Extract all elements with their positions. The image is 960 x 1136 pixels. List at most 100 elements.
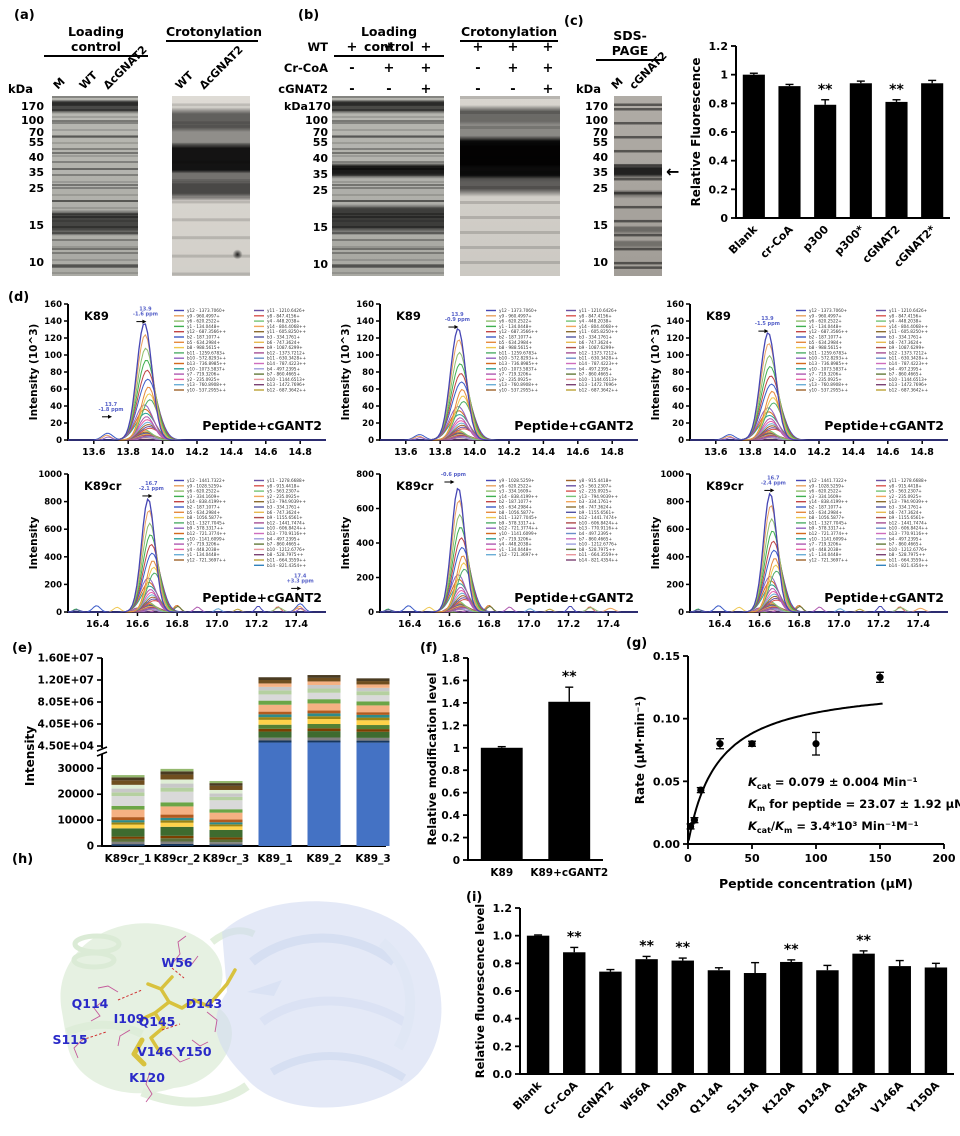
legend-entry: y2 - 235.0925+ [579, 489, 612, 494]
annotation-segment: K [748, 797, 758, 811]
chromatogram-k89-rep2: 0 20 40 60 80 100 120 140 160 13.6 13.8 14.0 14.2 14.… [338, 296, 644, 470]
site-title: K89 [396, 309, 421, 323]
b-cr-sym: + [542, 61, 554, 76]
bar-p300* [849, 83, 872, 218]
x-category-label: I109A [655, 1079, 690, 1114]
y-tick-label: 1000 [660, 470, 684, 480]
legend-entry: y3 - 334.1609+ [499, 489, 532, 494]
k89-blue-bar [258, 746, 292, 846]
stack-seg [160, 826, 194, 836]
stack-seg [209, 812, 243, 820]
axis-break [96, 746, 108, 752]
legend-entry: b3 - 334.1761+ [889, 335, 922, 340]
y-tick-label: 160 [666, 300, 684, 310]
lane-a1-M-text: M [50, 75, 68, 92]
x-tick-label: 13.6 [704, 447, 728, 458]
stack-seg [209, 793, 243, 797]
b-lc-sym: - [349, 61, 355, 76]
bar-p300 [814, 104, 837, 218]
legend-entry: b13 - 770.9116++ [267, 531, 307, 536]
panel-e-label: (e) [12, 641, 33, 656]
sample-label: Peptide+cGANT2 [202, 418, 322, 433]
legend-entry: b14 - 821.4354++ [267, 563, 307, 568]
y-tick-label: 200 [666, 580, 684, 590]
residue-label-D143: D143 [186, 996, 222, 1011]
y-axis-label: Relative Fluorescence [689, 58, 703, 207]
gel-a-loading-control [52, 96, 138, 276]
chromatogram-d5: 0 200 400 600 800 16.4 16.6 16.8 17.0 17.2 17.4 Int… [340, 470, 638, 630]
legend-entry: b6 - 747.3624+ [267, 510, 300, 515]
ladder-a-35: 35 [28, 166, 44, 179]
b-cr-sym: + [507, 40, 519, 55]
y-axis-label: Relative fluorescence level [473, 904, 487, 1078]
legend-entry: b12 - 687.3642++ [579, 388, 619, 393]
data-point [748, 740, 756, 748]
lane-a2-ΔcGNAT2-text: ΔcGNAT2 [196, 43, 246, 92]
trace [690, 603, 948, 613]
y-tick-label: 60 [672, 385, 684, 395]
legend-entry: b9 - 578.3317++ [187, 526, 224, 531]
legend-entry: y4 - 448.2038+ [187, 547, 220, 552]
stack-seg [258, 677, 292, 680]
legend-entry: b7 - 860.4665+ [889, 542, 922, 547]
x-category-label: Q145A [832, 1079, 870, 1117]
x-tick-label: 50 [744, 852, 760, 865]
x-tick-label: 14.0 [151, 447, 175, 458]
stack-seg [356, 695, 390, 702]
y-axis-label: Intensity (10^3) [340, 324, 352, 421]
legend-entry: b10 - 572.8293++ [809, 356, 849, 361]
stack-seg [111, 844, 145, 846]
legend-entry: y4 - 448.2038+ [809, 547, 842, 552]
legend-entry: y5 - 563.2307+ [579, 483, 612, 488]
legend-entry: b13 - 1472.7696+ [579, 382, 618, 387]
legend-entry: b4 - 497.2395+ [889, 366, 922, 371]
y-tick-label: 160 [44, 300, 62, 310]
peak-annotation: -1.5 ppm [755, 321, 780, 327]
y-tick-label: 20 [362, 419, 374, 429]
y-axis-label: Intensity [650, 516, 662, 569]
annotation-segment: K [748, 819, 758, 833]
significance-marker: ** [889, 82, 904, 98]
legend-entry: y3 - 334.1609+ [187, 494, 220, 499]
stack-seg [111, 824, 145, 829]
gel-a-crotonylation [172, 96, 250, 276]
legend-entry: b11 - 1327.7045+ [187, 520, 226, 525]
legend-entry: b11 - 1259.6783+ [187, 350, 226, 355]
x-tick-label: 14.8 [600, 447, 624, 458]
legend-entry: y11 - 605.8250++ [889, 329, 928, 334]
legend-entry: b10 - 1212.6776+ [267, 547, 306, 552]
y-tick-label: 100 [666, 351, 684, 361]
legend-entry: b13 - 736.8985++ [499, 361, 539, 366]
significance-marker: ** [784, 942, 799, 958]
annotation-segment: = 0.079 ± 0.004 Min⁻¹ [771, 775, 918, 789]
legend-entry: y9 - 1028.5259+ [499, 478, 535, 483]
stack-seg [258, 690, 292, 695]
x-tick-label: 0 [684, 852, 692, 865]
ladder-c-70: 70 [592, 126, 608, 139]
b-row-cGNAT2: cGNAT2 [278, 82, 328, 96]
y-tick-label: 1.8 [441, 653, 460, 665]
legend-entry: y12 - 721.3697++ [187, 558, 226, 563]
site-title: K89cr [706, 479, 744, 493]
significance-marker: ** [856, 933, 871, 949]
y-tick-label: 0.8 [493, 957, 513, 970]
y-tick-label: 0 [720, 212, 728, 225]
x-tick-label: 14.2 [185, 447, 208, 458]
trace [690, 492, 948, 613]
legend-entry: b8 - 528.7975++ [267, 552, 304, 557]
stack-seg [307, 703, 341, 711]
legend-entry: b10 - 1212.6776+ [579, 542, 618, 547]
peak-annotation: +3.3 ppm [287, 578, 314, 584]
legend-entry: y5 - 563.2307+ [267, 489, 300, 494]
legend-entry: y1 - 134.0448+ [187, 552, 220, 557]
x-category-label: K89 [490, 867, 513, 879]
legend-entry: y11 - 1210.6426+ [889, 308, 928, 313]
legend-entry: b7 - 860.4665+ [267, 542, 300, 547]
gel-b-loading-control [332, 96, 444, 276]
legend-entry: y2 - 235.0925+ [499, 377, 532, 382]
x-tick-label: 16.6 [438, 619, 462, 630]
sample-label: Peptide+cGANT2 [514, 590, 634, 605]
stack-seg [111, 775, 145, 778]
